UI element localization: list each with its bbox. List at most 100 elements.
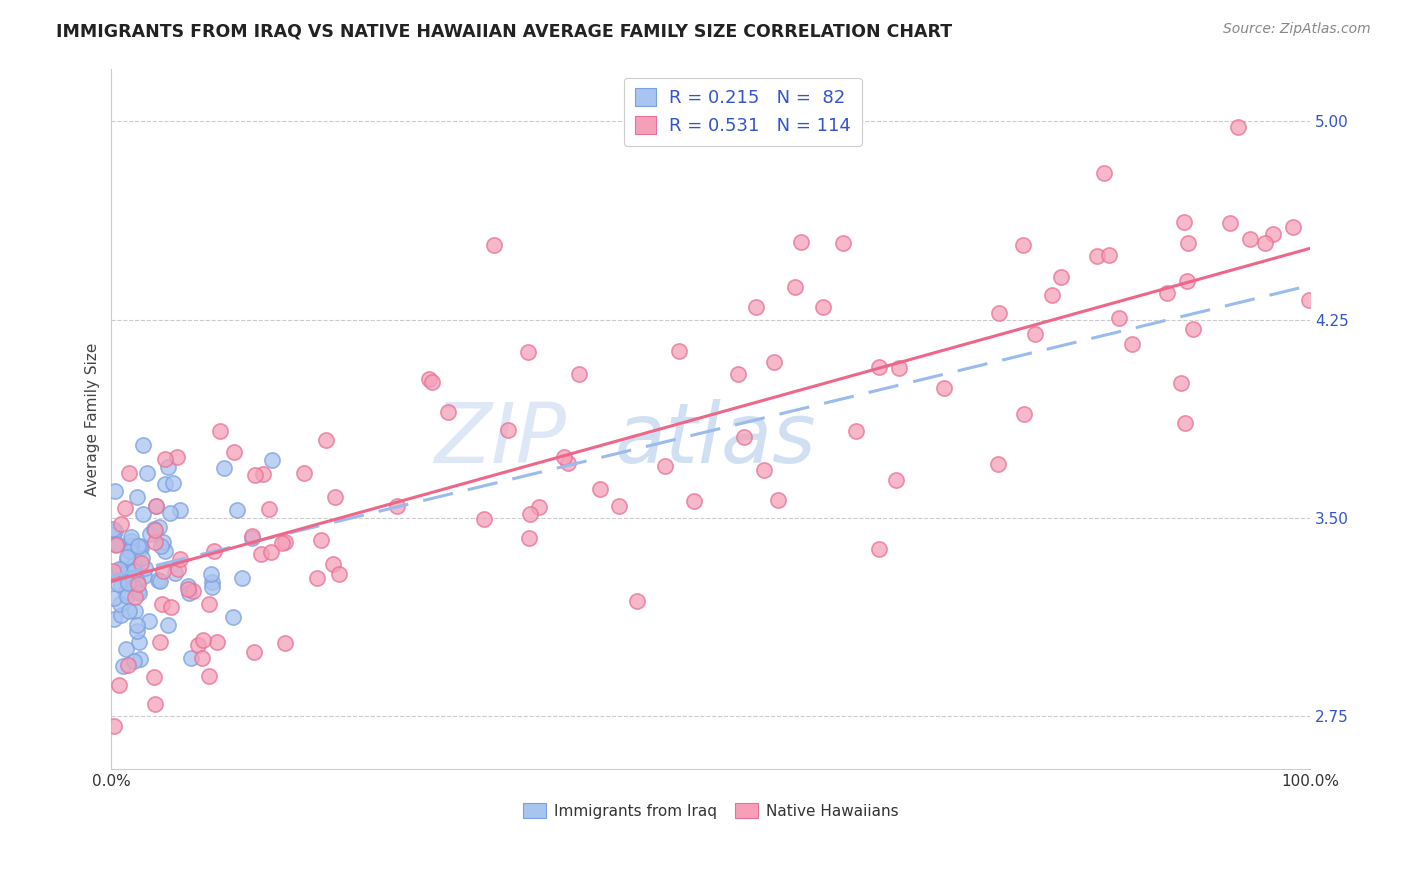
Point <box>222 610 245 624</box>
Point <box>108 678 131 692</box>
Point <box>127 576 149 591</box>
Point <box>127 618 149 632</box>
Point <box>187 638 209 652</box>
Point <box>120 530 142 544</box>
Point <box>114 500 136 515</box>
Point <box>1298 293 1320 307</box>
Point <box>553 450 575 464</box>
Point <box>129 541 152 555</box>
Point <box>422 375 444 389</box>
Y-axis label: Average Family Size: Average Family Size <box>86 343 100 496</box>
Point <box>166 450 188 465</box>
Point <box>105 536 128 550</box>
Point <box>157 618 180 632</box>
Point <box>205 635 228 649</box>
Point <box>1040 288 1063 302</box>
Point <box>208 424 231 438</box>
Point <box>1254 235 1277 250</box>
Point <box>127 624 149 638</box>
Point <box>305 570 328 584</box>
Point <box>1219 216 1241 230</box>
Point <box>529 500 551 514</box>
Point <box>191 633 214 648</box>
Point <box>191 651 214 665</box>
Point <box>169 503 191 517</box>
Point <box>222 445 245 459</box>
Point <box>1085 249 1108 263</box>
Point <box>682 494 704 508</box>
Point <box>128 635 150 649</box>
Point <box>121 538 143 552</box>
Point <box>482 237 505 252</box>
Point <box>111 658 134 673</box>
Point <box>727 367 749 381</box>
Point <box>607 499 630 513</box>
Point <box>785 280 807 294</box>
Point <box>328 567 350 582</box>
Point <box>1121 336 1143 351</box>
Point <box>124 553 146 567</box>
Point <box>323 490 346 504</box>
Point <box>127 583 149 598</box>
Point <box>177 586 200 600</box>
Point <box>122 558 145 573</box>
Point <box>122 564 145 578</box>
Point <box>242 644 264 658</box>
Point <box>1182 321 1205 335</box>
Point <box>1108 311 1130 326</box>
Point <box>115 642 138 657</box>
Point <box>257 501 280 516</box>
Point <box>103 591 125 605</box>
Point <box>142 670 165 684</box>
Point <box>152 564 174 578</box>
Point <box>153 543 176 558</box>
Point <box>309 533 332 547</box>
Point <box>202 543 225 558</box>
Point <box>292 466 315 480</box>
Point <box>120 534 142 549</box>
Point <box>1175 274 1198 288</box>
Point <box>240 529 263 543</box>
Point <box>252 467 274 482</box>
Point <box>150 539 173 553</box>
Point <box>868 542 890 557</box>
Point <box>745 300 768 314</box>
Text: Source: ZipAtlas.com: Source: ZipAtlas.com <box>1223 22 1371 37</box>
Point <box>1170 376 1192 390</box>
Point <box>768 493 790 508</box>
Point <box>103 564 125 578</box>
Point <box>1098 248 1121 262</box>
Point <box>143 698 166 712</box>
Point <box>197 669 219 683</box>
Point <box>868 360 890 375</box>
Point <box>249 547 271 561</box>
Point <box>1024 327 1046 342</box>
Point <box>1177 235 1199 250</box>
Point <box>668 343 690 358</box>
Point <box>243 468 266 483</box>
Point <box>385 499 408 513</box>
Point <box>887 360 910 375</box>
Point <box>498 423 520 437</box>
Point <box>231 571 253 585</box>
Point <box>101 523 124 537</box>
Point <box>162 476 184 491</box>
Point <box>152 534 174 549</box>
Point <box>134 561 156 575</box>
Point <box>124 591 146 605</box>
Point <box>167 561 190 575</box>
Point <box>180 651 202 665</box>
Point <box>626 594 648 608</box>
Point <box>139 527 162 541</box>
Point <box>733 430 755 444</box>
Point <box>149 574 172 588</box>
Point <box>142 522 165 536</box>
Point <box>568 368 591 382</box>
Point <box>125 491 148 505</box>
Point <box>1173 214 1195 228</box>
Point <box>811 301 834 315</box>
Point <box>274 636 297 650</box>
Point <box>143 534 166 549</box>
Point <box>124 604 146 618</box>
Point <box>163 566 186 581</box>
